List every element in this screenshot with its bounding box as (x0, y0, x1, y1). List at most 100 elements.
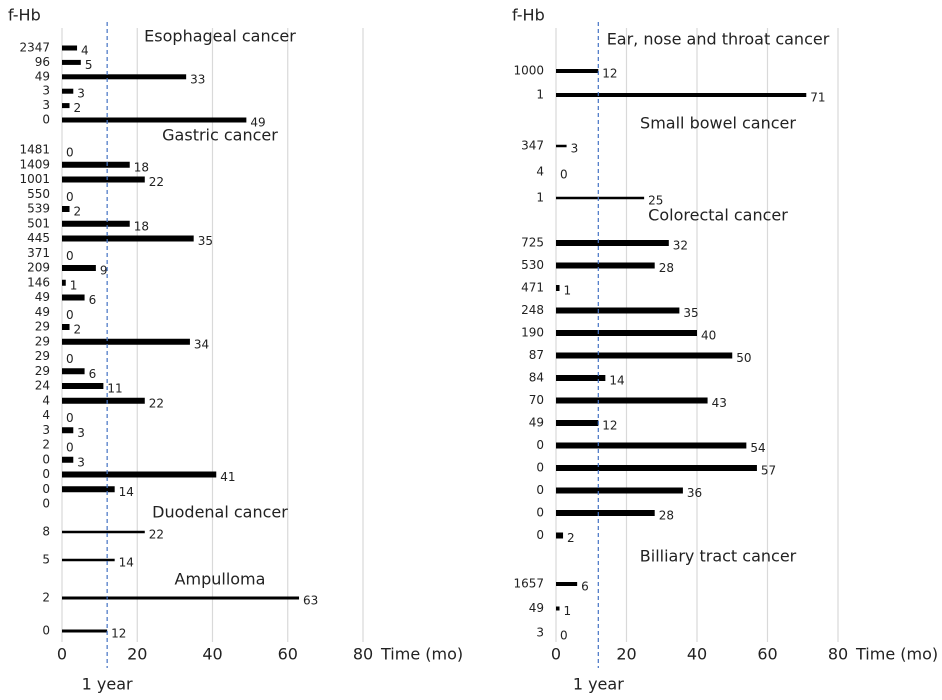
value-label: 6 (89, 367, 97, 381)
value-label: 50 (736, 351, 751, 365)
value-label: 0 (66, 308, 74, 322)
value-label: 9 (100, 264, 108, 278)
bar (556, 510, 655, 516)
y-tick-label: 5 (42, 553, 50, 567)
bar (556, 307, 680, 314)
y-tick-label: 3 (42, 84, 50, 98)
bar (62, 206, 70, 212)
bar (62, 88, 74, 94)
y-tick-label: 29 (35, 349, 50, 363)
value-label: 18 (134, 219, 149, 233)
value-label: 49 (250, 116, 265, 130)
bar (556, 330, 697, 336)
x-tick-label: 40 (687, 645, 707, 664)
y-tick-label: 1409 (19, 157, 50, 171)
y-tick-label: 725 (521, 236, 544, 250)
value-label: 36 (687, 486, 702, 500)
value-label: 0 (66, 411, 74, 425)
value-label: 4 (81, 44, 89, 58)
bar (556, 420, 599, 426)
y-tick-label: 248 (521, 303, 544, 317)
y-tick-label: 0 (42, 497, 50, 511)
x-tick-label: 20 (616, 645, 636, 664)
value-label: 14 (609, 374, 624, 388)
y-tick-label: 29 (35, 334, 50, 348)
value-label: 28 (659, 261, 674, 275)
x-tick-label: 80 (828, 645, 848, 664)
bar (62, 324, 70, 330)
y-tick-label: 49 (35, 69, 50, 83)
bar (62, 383, 104, 389)
bar (556, 93, 807, 97)
value-label: 5 (85, 58, 93, 72)
value-label: 33 (190, 72, 205, 86)
value-label: 71 (810, 91, 825, 105)
bar (556, 144, 567, 148)
value-label: 0 (66, 441, 74, 455)
y-tick-label: 4 (42, 408, 50, 422)
y-tick-label: 1481 (19, 143, 50, 157)
y-tick-label: 49 (35, 305, 50, 319)
y-tick-label: 2 (42, 591, 50, 605)
bar (556, 285, 560, 291)
x-tick-label: 0 (57, 645, 67, 664)
y-tick-label: 209 (27, 261, 50, 275)
y-tick-label: 1 (536, 88, 544, 102)
y-tick-label: 49 (529, 416, 544, 430)
y-tick-label: 8 (42, 525, 50, 539)
value-label: 2 (74, 323, 82, 337)
group-title: Small bowel cancer (640, 114, 796, 133)
y-tick-label: 0 (42, 624, 50, 638)
y-tick-label: 3 (42, 98, 50, 112)
y-tick-label: 1001 (19, 172, 50, 186)
y-tick-label: 371 (27, 246, 50, 260)
bar (556, 196, 645, 200)
bar (62, 486, 115, 493)
bar (62, 103, 70, 109)
y-axis-label: f-Hb (512, 6, 545, 25)
y-tick-label: 0 (42, 467, 50, 481)
y-tick-label: 146 (27, 275, 50, 289)
value-label: 1 (564, 284, 572, 298)
value-label: 18 (134, 160, 149, 174)
bar (556, 487, 683, 494)
value-label: 22 (149, 396, 164, 410)
y-tick-label: 347 (521, 139, 544, 153)
y-tick-label: 0 (536, 438, 544, 452)
y-tick-label: 29 (35, 364, 50, 378)
y-tick-label: 0 (536, 528, 544, 542)
value-label: 25 (648, 194, 663, 208)
bar (62, 530, 145, 534)
y-tick-label: 445 (27, 231, 50, 245)
value-label: 0 (66, 249, 74, 263)
y-tick-label: 4 (42, 393, 50, 407)
value-label: 2 (567, 531, 575, 545)
bar (62, 265, 96, 271)
bar (62, 397, 145, 404)
value-label: 14 (119, 556, 134, 570)
bar (556, 69, 599, 73)
bar (556, 397, 708, 404)
bar (62, 161, 130, 168)
value-label: 22 (149, 528, 164, 542)
value-label: 43 (712, 396, 727, 410)
x-tick-label: 60 (757, 645, 777, 664)
y-tick-label: 24 (35, 379, 50, 393)
value-label: 35 (683, 306, 698, 320)
value-label: 3 (77, 426, 85, 440)
bar (556, 442, 747, 449)
y-tick-label: 84 (529, 371, 544, 385)
x-tick-label: 20 (127, 645, 147, 664)
bar (62, 629, 108, 633)
bar (62, 596, 300, 600)
value-label: 22 (149, 175, 164, 189)
value-label: 28 (659, 509, 674, 523)
y-axis-label: f-Hb (8, 6, 41, 25)
value-label: 0 (560, 168, 568, 182)
value-label: 63 (303, 594, 318, 608)
y-tick-label: 0 (536, 461, 544, 475)
bar (62, 558, 115, 562)
y-tick-label: 2347 (19, 41, 50, 55)
reference-label: 1 year (573, 675, 624, 694)
bar (556, 532, 564, 539)
